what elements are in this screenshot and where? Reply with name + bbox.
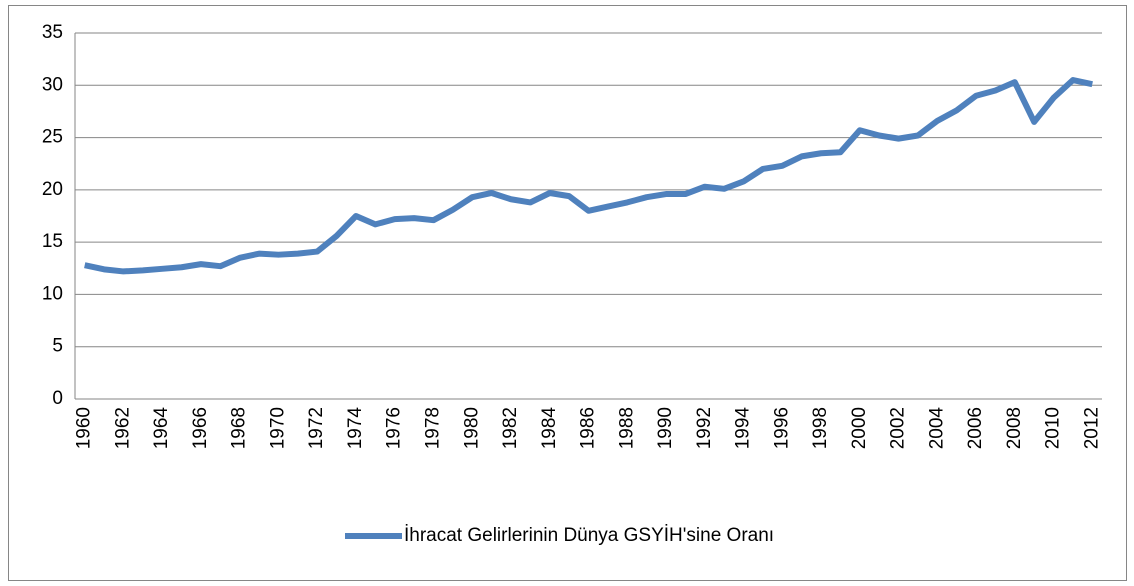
y-tick-label: 30 (42, 74, 63, 95)
x-tick-label: 1964 (151, 407, 172, 450)
x-tick-label: 1978 (422, 407, 443, 449)
x-tick-label: 2004 (926, 407, 947, 450)
x-tick-label: 1970 (267, 407, 288, 449)
x-tick-label: 1992 (694, 407, 715, 449)
x-tick-label: 1976 (384, 407, 405, 449)
y-tick-label: 15 (42, 231, 63, 252)
y-tick-label: 10 (42, 283, 63, 304)
x-tick-label: 1994 (733, 407, 754, 450)
x-tick-label: 2012 (1081, 407, 1102, 449)
x-tick-label: 1968 (229, 407, 250, 449)
y-tick-label: 20 (42, 179, 63, 200)
legend-label: İhracat Gelirlerinin Dünya GSYİH'sine Or… (404, 525, 774, 546)
y-tick-label: 25 (42, 127, 63, 148)
x-tick-label: 1988 (616, 407, 637, 449)
x-tick-label: 2002 (888, 407, 909, 449)
y-tick-label: 35 (42, 22, 63, 43)
data-line (84, 77, 1093, 275)
x-tick-label: 1982 (500, 407, 521, 449)
x-tick-label: 1974 (345, 407, 366, 450)
y-tick-label: 5 (52, 336, 63, 357)
x-tick-label: 1972 (306, 407, 327, 449)
x-tick-label: 2010 (1043, 407, 1064, 449)
x-tick-label: 1986 (578, 407, 599, 449)
x-tick-label: 2008 (1004, 407, 1025, 449)
x-tick-label: 1998 (810, 407, 831, 449)
x-tick-label: 1960 (74, 407, 95, 449)
x-tick-label: 1984 (539, 407, 560, 450)
x-tick-label: 1962 (112, 407, 133, 449)
x-tick-label: 1980 (461, 407, 482, 449)
y-tick-label: 0 (52, 388, 63, 409)
chart-border (8, 5, 1127, 581)
x-tick-label: 1996 (771, 407, 792, 449)
x-tick-label: 1990 (655, 407, 676, 449)
x-tick-label: 2006 (965, 407, 986, 449)
x-tick-label: 1966 (190, 407, 211, 449)
x-tick-label: 2000 (849, 407, 870, 449)
